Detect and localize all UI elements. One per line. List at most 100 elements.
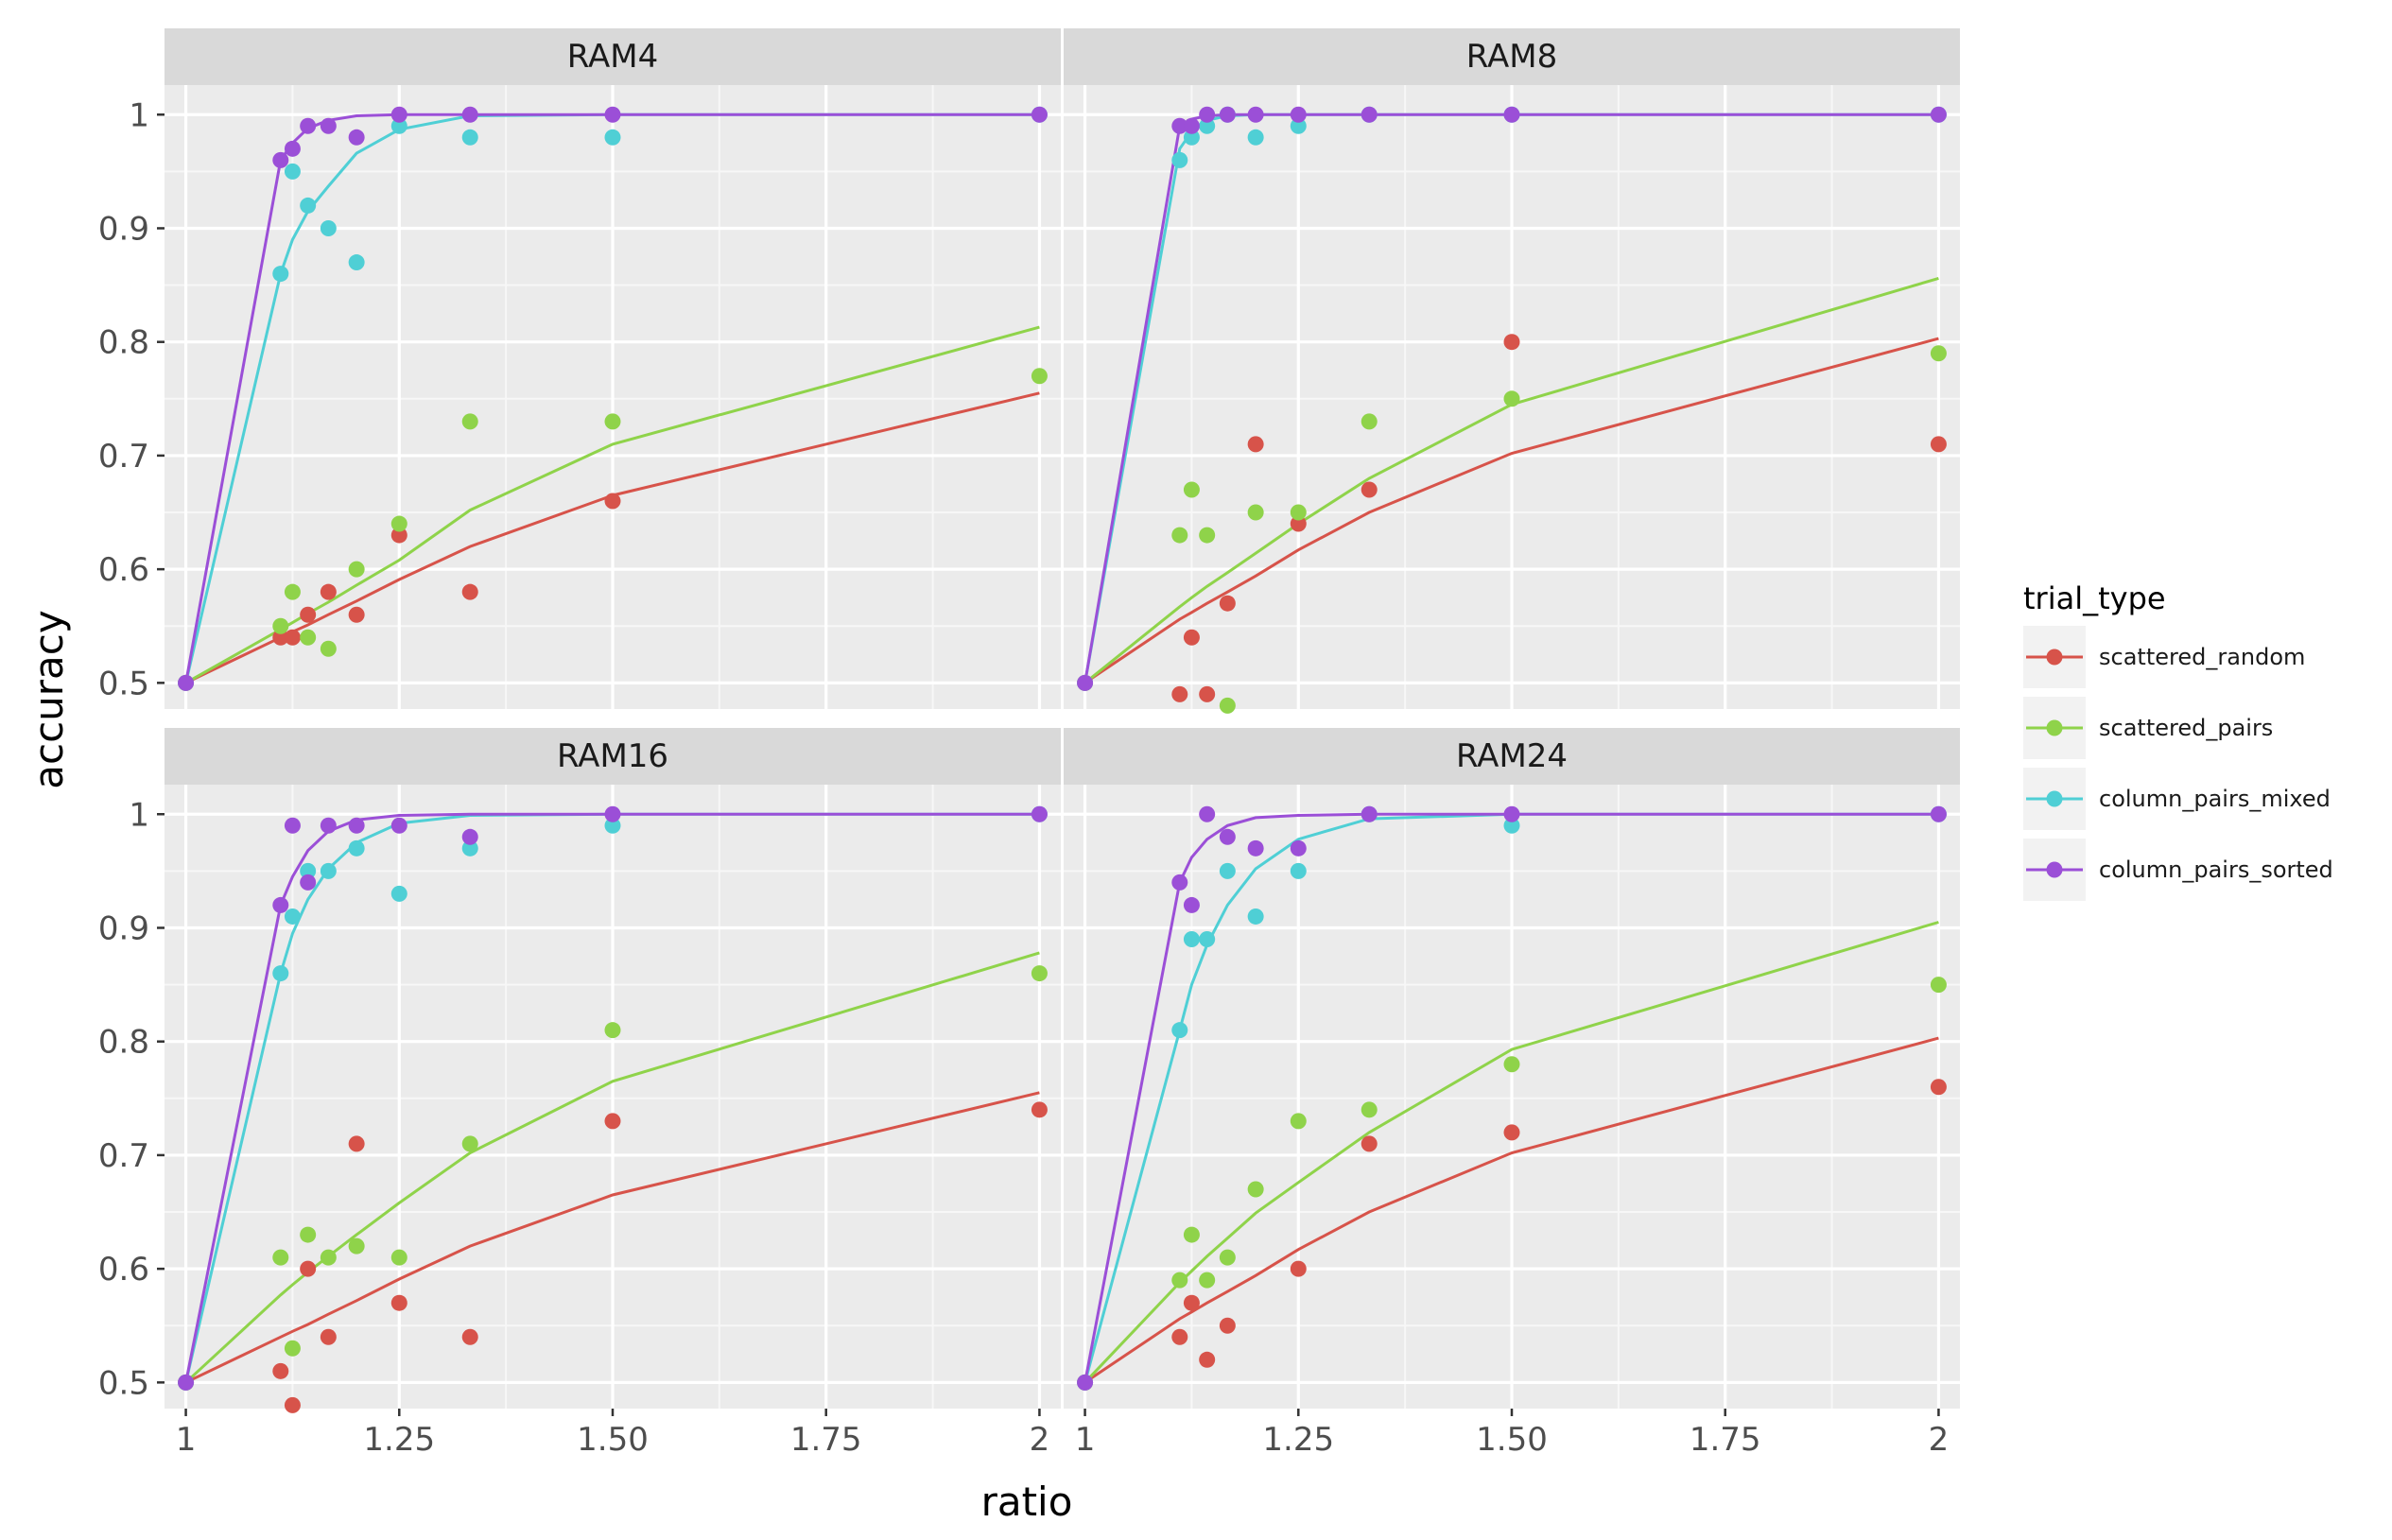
legend-label: scattered_pairs	[2099, 715, 2273, 741]
x-tick-label: 1.50	[577, 1421, 649, 1459]
data-point-scattered_random	[348, 606, 365, 623]
data-point-column_pairs_mixed	[1247, 129, 1264, 146]
data-point-scattered_pairs	[390, 1249, 407, 1266]
data-point-column_pairs_mixed	[320, 219, 337, 236]
legend-item-scattered_random: scattered_random	[2023, 626, 2305, 688]
data-point-scattered_pairs	[300, 629, 317, 646]
data-point-scattered_random	[300, 1260, 317, 1277]
data-point-scattered_random	[461, 583, 478, 600]
data-point-scattered_random	[1247, 436, 1264, 453]
data-point-column_pairs_mixed	[390, 885, 407, 902]
x-tick-label: 1.75	[1690, 1421, 1761, 1459]
data-point-column_pairs_mixed	[320, 862, 337, 879]
data-point-scattered_pairs	[390, 515, 407, 532]
data-point-column_pairs_sorted	[284, 817, 301, 834]
data-point-column_pairs_sorted	[1183, 896, 1200, 913]
legend-item-column_pairs_sorted: column_pairs_sorted	[2023, 839, 2333, 901]
panel-ram24: RAM24 1 1.25 1.50 1.75 2	[1064, 728, 1960, 1459]
data-point-scattered_random	[272, 1362, 289, 1379]
data-point-scattered_random	[1171, 685, 1188, 702]
data-point-scattered_random	[390, 527, 407, 544]
data-point-scattered_pairs	[604, 1022, 621, 1039]
data-point-scattered_random	[1503, 334, 1520, 351]
legend-label: column_pairs_sorted	[2099, 857, 2333, 883]
legend-label: column_pairs_mixed	[2099, 786, 2331, 812]
data-point-scattered_random	[300, 606, 317, 623]
data-point-column_pairs_mixed	[604, 129, 621, 146]
data-point-column_pairs_mixed	[390, 117, 407, 134]
data-point-scattered_random	[1290, 1260, 1307, 1277]
data-point-column_pairs_sorted	[604, 805, 621, 822]
strip-label: RAM24	[1456, 737, 1568, 775]
strip-label: RAM16	[557, 737, 668, 775]
data-point-column_pairs_mixed	[1171, 1022, 1188, 1039]
data-point-scattered_pairs	[1183, 1226, 1200, 1243]
data-point-scattered_random	[1183, 629, 1200, 646]
data-point-scattered_random	[1290, 515, 1307, 532]
data-point-scattered_random	[284, 629, 301, 646]
y-tick-label: 0.6	[98, 1251, 149, 1289]
data-point-column_pairs_sorted	[1503, 805, 1520, 822]
data-point-scattered_pairs	[1361, 413, 1378, 430]
data-point-column_pairs_mixed	[1171, 151, 1188, 168]
x-tick-label: 1.75	[790, 1421, 862, 1459]
fit-line-column_pairs_mixed	[1083, 812, 1939, 1383]
y-tick-label: 0.5	[98, 665, 149, 702]
data-point-column_pairs_sorted	[604, 106, 621, 123]
data-point-column_pairs_sorted	[300, 874, 317, 891]
fit-line-scattered_pairs	[184, 951, 1040, 1384]
data-point-scattered_pairs	[1171, 1272, 1188, 1289]
legend-item-scattered_pairs: scattered_pairs	[2023, 697, 2273, 759]
data-point-scattered_random	[1199, 1351, 1216, 1368]
data-point-scattered_random	[272, 629, 289, 646]
legend-label: scattered_random	[2099, 644, 2305, 670]
x-tick-label: 1.25	[363, 1421, 435, 1459]
data-point-scattered_pairs	[461, 1135, 478, 1152]
data-point-scattered_random	[1930, 436, 1947, 453]
data-point-column_pairs_mixed	[1290, 117, 1307, 134]
data-point-column_pairs_sorted	[1199, 805, 1216, 822]
data-point-scattered_pairs	[604, 413, 621, 430]
strip-background	[165, 728, 1061, 785]
y-tick-label: 1	[129, 796, 149, 834]
strip-background	[1064, 28, 1960, 85]
y-axis-title: accuracy	[26, 610, 72, 789]
data-point-scattered_pairs	[1247, 504, 1264, 521]
data-point-scattered_pairs	[1247, 1181, 1264, 1198]
data-point-scattered_pairs	[1199, 527, 1216, 544]
data-point-scattered_random	[1199, 685, 1216, 702]
data-point-scattered_random	[1361, 1135, 1378, 1152]
data-point-column_pairs_sorted	[1290, 839, 1307, 857]
y-tick-label: 0.7	[98, 438, 149, 476]
data-point-column_pairs_sorted	[1171, 117, 1188, 134]
data-point-scattered_pairs	[300, 1226, 317, 1243]
data-point-scattered_random	[320, 583, 337, 600]
data-point-column_pairs_sorted	[1199, 106, 1216, 123]
data-point-scattered_random	[1503, 1124, 1520, 1141]
data-point-column_pairs_mixed	[300, 862, 317, 879]
data-point-column_pairs_mixed	[284, 908, 301, 925]
fit-line-column_pairs_sorted	[1083, 812, 1939, 1383]
legend-title: trial_type	[2023, 580, 2166, 616]
data-point-column_pairs_sorted	[1503, 106, 1520, 123]
legend-key-point	[2046, 790, 2063, 807]
strip-background	[1064, 728, 1960, 785]
data-point-scattered_random	[461, 1328, 478, 1345]
data-point-column_pairs_sorted	[272, 151, 289, 168]
data-point-scattered_pairs	[1290, 504, 1307, 521]
data-point-scattered_random	[1219, 1317, 1236, 1334]
data-point-column_pairs_mixed	[461, 129, 478, 146]
data-point-scattered_pairs	[1503, 1056, 1520, 1073]
data-point-column_pairs_sorted	[300, 117, 317, 134]
data-point-column_pairs_sorted	[1361, 805, 1378, 822]
data-point-scattered_pairs	[1930, 345, 1947, 362]
x-tick-label: 1.25	[1262, 1421, 1334, 1459]
data-point-scattered_pairs	[1171, 527, 1188, 544]
data-point-scattered_pairs	[1031, 965, 1048, 982]
strip-background	[165, 28, 1061, 85]
data-point-column_pairs_sorted	[1077, 674, 1094, 691]
y-tick-label: 0.9	[98, 210, 149, 248]
data-point-column_pairs_sorted	[272, 896, 289, 913]
data-point-scattered_random	[348, 1135, 365, 1152]
data-point-column_pairs_sorted	[1247, 106, 1264, 123]
